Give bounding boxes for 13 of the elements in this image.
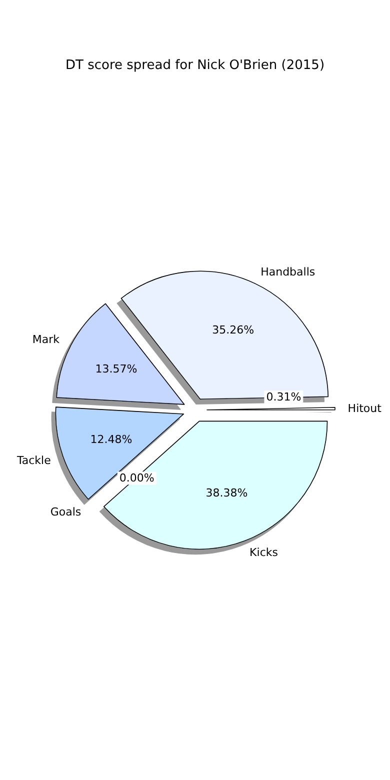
data-label: 13.57% — [95, 362, 138, 376]
chart-title: DT score spread for Nick O'Brien (2015) — [65, 58, 325, 73]
slice-label: Tackle — [16, 454, 52, 468]
data-label: 0.31% — [266, 390, 302, 404]
slice-label: Hitout — [348, 402, 382, 416]
slice-label: Mark — [32, 332, 60, 346]
text: 0.00% — [119, 472, 154, 485]
slice-label: Handballs — [260, 265, 316, 278]
data-label: 12.48% — [90, 432, 132, 446]
data-label: 38.38% — [206, 486, 248, 500]
category-label: Goals — [50, 505, 82, 518]
slice-label: Kicks — [250, 546, 278, 560]
data-label: 35.26% — [212, 323, 254, 336]
